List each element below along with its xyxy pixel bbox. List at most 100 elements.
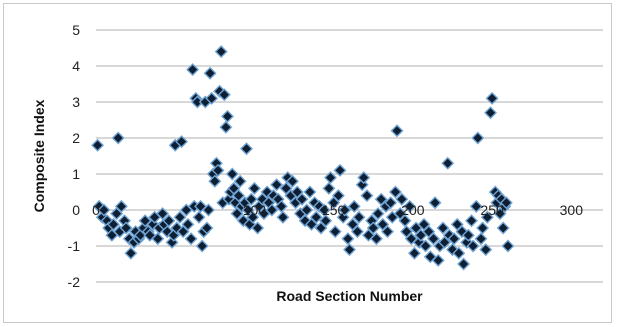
data-point xyxy=(274,199,288,213)
y-tick-label: 2 xyxy=(72,130,80,146)
chart-area: -2 -1 0 1 2 3 4 5 0 100 150 200 250 300 Road Section… xyxy=(3,3,612,323)
data-point xyxy=(476,221,490,235)
x-axis-ticks: 0 100 150 200 250 300 xyxy=(92,202,583,218)
data-point xyxy=(369,232,383,246)
data-point xyxy=(461,228,475,242)
data-point xyxy=(244,192,258,206)
data-point xyxy=(202,203,215,217)
data-point xyxy=(469,199,483,213)
y-tick-label: 4 xyxy=(72,58,80,74)
data-point xyxy=(381,225,395,239)
data-point xyxy=(319,214,333,228)
data-point xyxy=(347,199,361,213)
data-point xyxy=(331,189,345,203)
data-point xyxy=(114,199,128,213)
y-tick-label: -2 xyxy=(68,274,81,290)
data-point xyxy=(474,232,488,246)
data-point xyxy=(219,120,233,134)
data-point xyxy=(452,246,466,260)
data-point xyxy=(407,246,421,260)
data-point xyxy=(338,203,352,217)
data-point xyxy=(211,163,225,177)
y-tick-label: 0 xyxy=(72,202,80,218)
data-point xyxy=(208,174,222,188)
data-point xyxy=(173,210,187,224)
data-point xyxy=(309,210,323,224)
data-point xyxy=(499,196,513,210)
data-point xyxy=(484,106,497,120)
data-point xyxy=(300,203,314,217)
data-point xyxy=(360,189,374,203)
data-point xyxy=(111,131,125,145)
data-point xyxy=(357,171,371,185)
data-point xyxy=(428,196,442,210)
data-point xyxy=(195,239,209,253)
x-tick-label: 150 xyxy=(322,202,346,218)
y-tick-label: 3 xyxy=(72,94,80,110)
data-point xyxy=(457,257,471,271)
data-point xyxy=(465,214,478,228)
data-point xyxy=(352,210,366,224)
data-point xyxy=(200,221,214,235)
data-point xyxy=(403,199,417,213)
data-point xyxy=(181,217,195,231)
data-point xyxy=(265,203,279,217)
data-point xyxy=(350,225,364,239)
x-tick-label: 200 xyxy=(401,202,425,218)
data-point xyxy=(192,210,206,224)
data-point xyxy=(186,63,200,77)
data-point xyxy=(371,207,385,221)
data-point xyxy=(466,239,480,253)
y-axis-title: Composite Index xyxy=(31,99,47,212)
x-tick-label: 0 xyxy=(92,202,100,218)
data-point xyxy=(341,232,355,246)
x-tick-label: 250 xyxy=(480,202,504,218)
data-point xyxy=(398,214,412,228)
x-tick-label: 100 xyxy=(243,202,267,218)
data-point xyxy=(322,181,336,195)
data-point xyxy=(106,217,120,231)
data-point xyxy=(295,192,309,206)
data-point xyxy=(217,88,231,102)
data-point xyxy=(496,221,510,235)
data-point xyxy=(203,66,217,80)
data-point xyxy=(221,109,234,123)
data-point xyxy=(441,156,455,170)
data-point xyxy=(162,214,176,228)
data-point xyxy=(436,221,450,235)
data-point xyxy=(366,221,380,235)
data-point xyxy=(285,174,299,188)
data-point xyxy=(471,131,485,145)
data-point xyxy=(485,91,499,105)
data-point xyxy=(97,203,111,217)
data-point xyxy=(343,243,356,257)
y-tick-label: 5 xyxy=(72,22,80,38)
data-point xyxy=(419,239,433,253)
data-point xyxy=(479,243,493,257)
data-point xyxy=(205,91,219,105)
data-point xyxy=(175,135,189,149)
data-point xyxy=(232,189,246,203)
data-point xyxy=(431,253,445,267)
data-points xyxy=(91,45,515,271)
data-point xyxy=(303,185,317,199)
data-point xyxy=(91,138,105,152)
data-point xyxy=(333,163,347,177)
data-point xyxy=(388,185,402,199)
data-point xyxy=(233,174,247,188)
data-point xyxy=(384,196,398,210)
data-point xyxy=(214,45,228,59)
data-point xyxy=(390,124,404,138)
data-point xyxy=(501,239,515,253)
data-point xyxy=(240,142,254,156)
data-point xyxy=(251,221,265,235)
x-axis-title: Road Section Number xyxy=(276,288,423,304)
data-point xyxy=(276,210,290,224)
data-point xyxy=(395,192,409,206)
data-point xyxy=(122,232,136,246)
data-point xyxy=(270,178,284,192)
data-point xyxy=(480,210,494,224)
y-tick-label: 1 xyxy=(72,166,80,182)
data-point xyxy=(447,232,461,246)
